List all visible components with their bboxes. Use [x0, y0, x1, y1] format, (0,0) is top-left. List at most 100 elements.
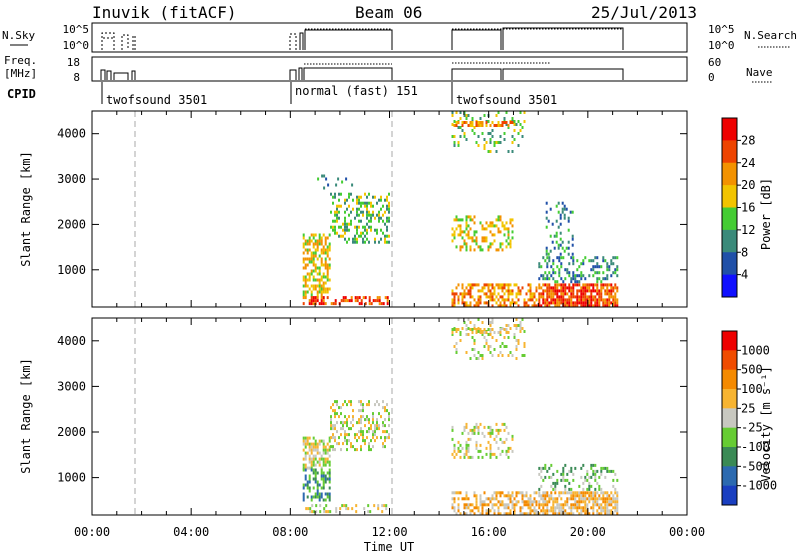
scatter-cell [533, 509, 536, 513]
scatter-cell [580, 466, 583, 470]
scatter-cell [320, 278, 323, 282]
scatter-cell [473, 324, 476, 327]
scatter-cell [556, 503, 559, 507]
scatter-cell [578, 301, 581, 305]
scatter-cell [467, 215, 470, 219]
scatter-cell [544, 283, 547, 287]
scatter-cell [328, 436, 331, 440]
scatter-cell [588, 512, 591, 516]
scatter-cell [320, 239, 323, 243]
scatter-cell [311, 510, 314, 514]
scatter-cell [463, 242, 466, 246]
scatter-cell [350, 400, 352, 404]
scatter-cell [493, 233, 496, 237]
scatter-cell [610, 500, 613, 504]
scatter-cell [475, 283, 478, 287]
scatter-cell [378, 213, 380, 217]
scatter-cell [475, 440, 478, 444]
scatter-cell [562, 301, 565, 305]
scatter-cell [553, 246, 556, 250]
scatter-cell [578, 494, 581, 498]
scatter-cell [596, 304, 599, 308]
scatter-cell [302, 290, 305, 294]
ytick-label: 4000 [57, 127, 86, 141]
scatter-cell [540, 484, 543, 488]
scatter-cell [594, 463, 597, 467]
scatter-cell [479, 245, 482, 249]
scatter-cell [489, 345, 492, 348]
scatter-cell [602, 491, 605, 495]
scatter-cell [455, 328, 458, 331]
scatter-cell [529, 506, 532, 510]
scatter-cell [523, 304, 526, 308]
scatter-cell [552, 506, 555, 510]
scatter-cell [316, 445, 319, 449]
scatter-cell [548, 283, 551, 287]
scatter-cell [342, 296, 345, 300]
scatter-cell [497, 354, 500, 357]
scatter-cell [499, 230, 502, 234]
scatter-cell [578, 500, 581, 504]
scatter-cell [346, 207, 348, 211]
scatter-cell [493, 331, 496, 334]
scatter-cell [304, 257, 307, 261]
scatter-cell [491, 494, 494, 498]
scatter-cell [378, 299, 381, 303]
scatter-cell [471, 239, 474, 243]
scatter-cell [560, 491, 563, 495]
scatter-cell [481, 500, 484, 504]
scatter-cell [503, 132, 506, 135]
scatter-cell [499, 283, 502, 287]
scatter-cell [594, 256, 597, 260]
scatter-cell [324, 281, 327, 285]
scatter-cell [459, 491, 462, 495]
scatter-cell [314, 263, 317, 267]
scatter-cell [302, 293, 305, 297]
scatter-cell [555, 231, 558, 235]
scatter-cell [497, 331, 500, 334]
scatter-cell [540, 503, 543, 507]
scatter-cell [501, 242, 504, 246]
scatter-cell [538, 494, 541, 498]
scatter-cell [453, 506, 456, 510]
scatter-cell [362, 436, 364, 440]
scatter-cell [550, 295, 553, 299]
scatter-cell [485, 283, 488, 287]
scatter-cell [335, 507, 338, 511]
scatter-cell [570, 491, 573, 495]
scatter-cell [475, 121, 478, 124]
scatter-cell [540, 469, 543, 473]
scatter-cell [497, 428, 500, 432]
scatter-cell [533, 301, 536, 305]
scatter-cell [370, 427, 372, 431]
scatter-cell [606, 283, 609, 287]
scatter-cell [535, 500, 538, 504]
scatter-cell [584, 256, 587, 260]
scatter-cell [574, 283, 577, 287]
scatter-cell [542, 503, 545, 507]
scatter-cell [477, 431, 480, 435]
scatter-cell [578, 491, 581, 495]
scatter-cell [598, 289, 601, 293]
scatter-cell [570, 487, 573, 491]
scatter-cell [469, 455, 472, 459]
scatter-cell [473, 327, 476, 330]
scatter-cell [322, 474, 325, 478]
scatter-cell [523, 503, 526, 507]
scatter-cell [320, 457, 323, 461]
scatter-cell [352, 424, 354, 428]
scatter-cell [370, 302, 373, 306]
scatter-cell [584, 503, 587, 507]
scatter-cell [457, 126, 460, 129]
scatter-cell [517, 324, 520, 327]
scatter-cell [475, 239, 478, 243]
scatter-cell [572, 292, 575, 296]
scatter-cell [370, 216, 372, 220]
scatter-cell [356, 198, 358, 202]
scatter-cell [576, 259, 579, 263]
scatter-cell [358, 207, 360, 211]
scatter-cell [558, 259, 561, 263]
scatter-cell [316, 451, 319, 455]
scatter-cell [499, 452, 502, 456]
scatter-cell [578, 298, 581, 302]
